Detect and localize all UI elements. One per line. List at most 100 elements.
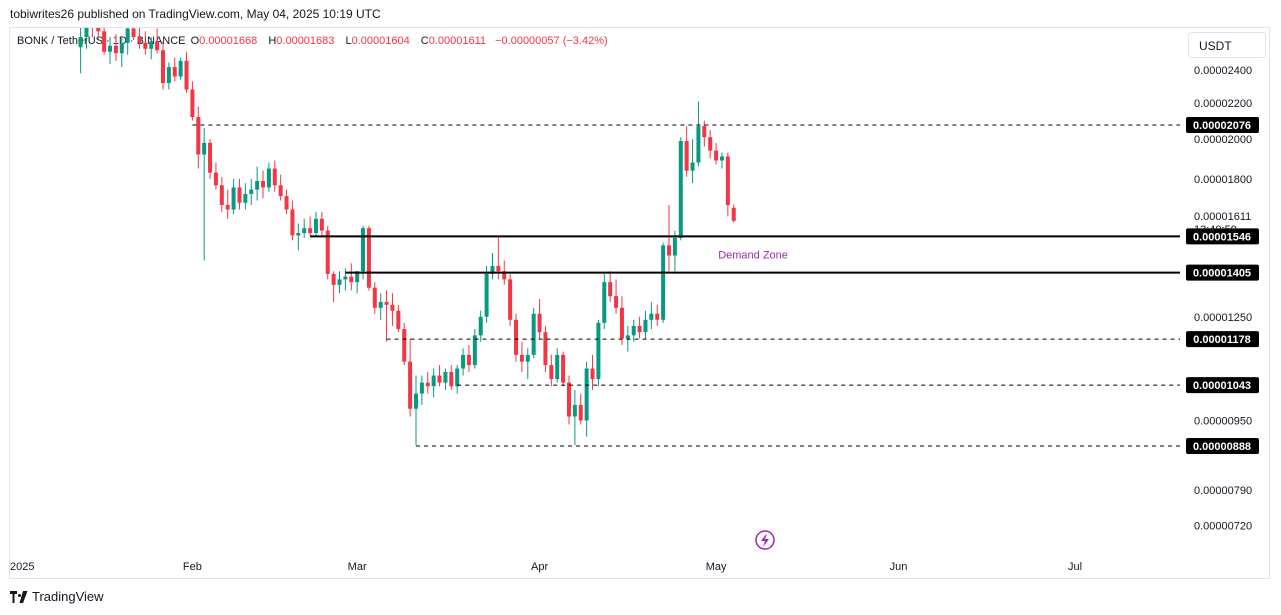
tradingview-logo-icon: [10, 590, 28, 603]
candle-body: [725, 156, 730, 206]
candle-body: [514, 319, 519, 355]
candle-body: [231, 187, 236, 210]
candle-body: [355, 271, 360, 283]
close-value: 0.00001611: [428, 35, 487, 47]
candle-body: [578, 404, 583, 421]
candle-body: [408, 361, 413, 409]
candle-body: [672, 237, 677, 256]
candle-body: [208, 142, 213, 173]
open-value: 0.00001668: [199, 35, 258, 47]
candle-body: [331, 273, 336, 285]
candle-body: [237, 187, 242, 203]
candle-body: [202, 142, 207, 155]
close-label: C: [420, 35, 429, 47]
chart-frame: [9, 27, 1270, 579]
candle-body: [84, 28, 89, 38]
candle-body: [531, 313, 536, 355]
candle-body: [249, 189, 254, 194]
candle-body: [637, 325, 642, 333]
footer-brand: TradingView: [10, 589, 104, 604]
candle-body: [284, 196, 289, 210]
candle-body: [496, 265, 501, 272]
candle-body: [455, 368, 460, 387]
open-label: O: [190, 35, 200, 47]
candle-body: [166, 67, 171, 83]
candle-body: [261, 181, 266, 188]
candle-body: [566, 382, 571, 417]
candle-body: [614, 296, 619, 308]
candle-body: [125, 28, 130, 43]
candle-body: [108, 45, 113, 52]
candle-body: [543, 332, 548, 366]
y-axis-tick-label: 0.00001800: [1194, 174, 1252, 186]
candle-body: [631, 325, 636, 336]
x-axis-tick-label: Jun: [890, 561, 908, 573]
candle-body: [549, 365, 554, 380]
candle-body: [461, 354, 466, 369]
x-axis-tick-label: Mar: [348, 561, 367, 573]
candle-body: [184, 60, 189, 90]
candle-body: [555, 354, 560, 380]
last-price-label: 0.00001611: [1194, 211, 1251, 223]
candle-body: [243, 193, 248, 203]
candle-body: [343, 276, 348, 280]
candle-body: [625, 335, 630, 339]
candle-body: [266, 168, 271, 188]
candle-body: [655, 313, 660, 320]
candle-body: [490, 265, 495, 274]
candle-body: [172, 67, 177, 77]
candle-body: [78, 37, 83, 48]
candle-body: [290, 209, 295, 236]
candle-body: [690, 162, 695, 171]
candle-body: [702, 126, 707, 138]
currency-button[interactable]: USDT: [1188, 32, 1266, 58]
candle-body: [149, 41, 154, 49]
x-axis-tick-label: May: [706, 561, 727, 573]
candle-body: [384, 301, 389, 305]
candle-body: [196, 117, 201, 155]
y-axis-tick-label: 0.00000950: [1194, 415, 1252, 427]
candle-body: [302, 228, 307, 234]
candle-body: [113, 45, 118, 54]
low-label: L: [345, 35, 352, 47]
candle-body: [396, 310, 401, 330]
candle-body: [719, 156, 724, 161]
candle-body: [431, 375, 436, 387]
candle-body: [96, 28, 101, 32]
candle-body: [413, 393, 418, 409]
candle-body: [478, 316, 483, 336]
candle-body: [608, 282, 613, 297]
candle-body: [296, 233, 301, 236]
level-price-label: 0.00002076: [1193, 120, 1251, 132]
high-label: H: [268, 35, 277, 47]
candle-body: [661, 245, 666, 320]
candle-body: [178, 60, 183, 77]
candle-body: [366, 228, 371, 288]
x-axis-tick-label: Jul: [1068, 561, 1082, 573]
candle-body: [596, 322, 601, 380]
candle-body: [213, 172, 218, 186]
candle-body: [466, 354, 471, 366]
candle-body: [584, 368, 589, 421]
candle-body: [272, 168, 277, 186]
candle-body: [667, 245, 672, 256]
candle-body: [508, 279, 513, 320]
candle-body: [714, 150, 719, 161]
candle-body: [308, 228, 313, 234]
candle-body: [219, 185, 224, 206]
candle-body: [537, 313, 542, 333]
candle-body: [643, 319, 648, 333]
level-price-tag: [1186, 331, 1259, 348]
candle-body: [319, 218, 324, 231]
candle-body: [502, 271, 507, 280]
candle-body: [190, 89, 195, 118]
candle-body: [572, 404, 577, 417]
candle-body: [519, 354, 524, 362]
x-axis-tick-label: Apr: [531, 561, 548, 573]
candle-body: [325, 230, 330, 274]
level-price-label: 0.00001043: [1193, 380, 1251, 392]
candle-body: [602, 282, 607, 323]
candle-body: [708, 137, 713, 151]
candle-body: [372, 287, 377, 308]
